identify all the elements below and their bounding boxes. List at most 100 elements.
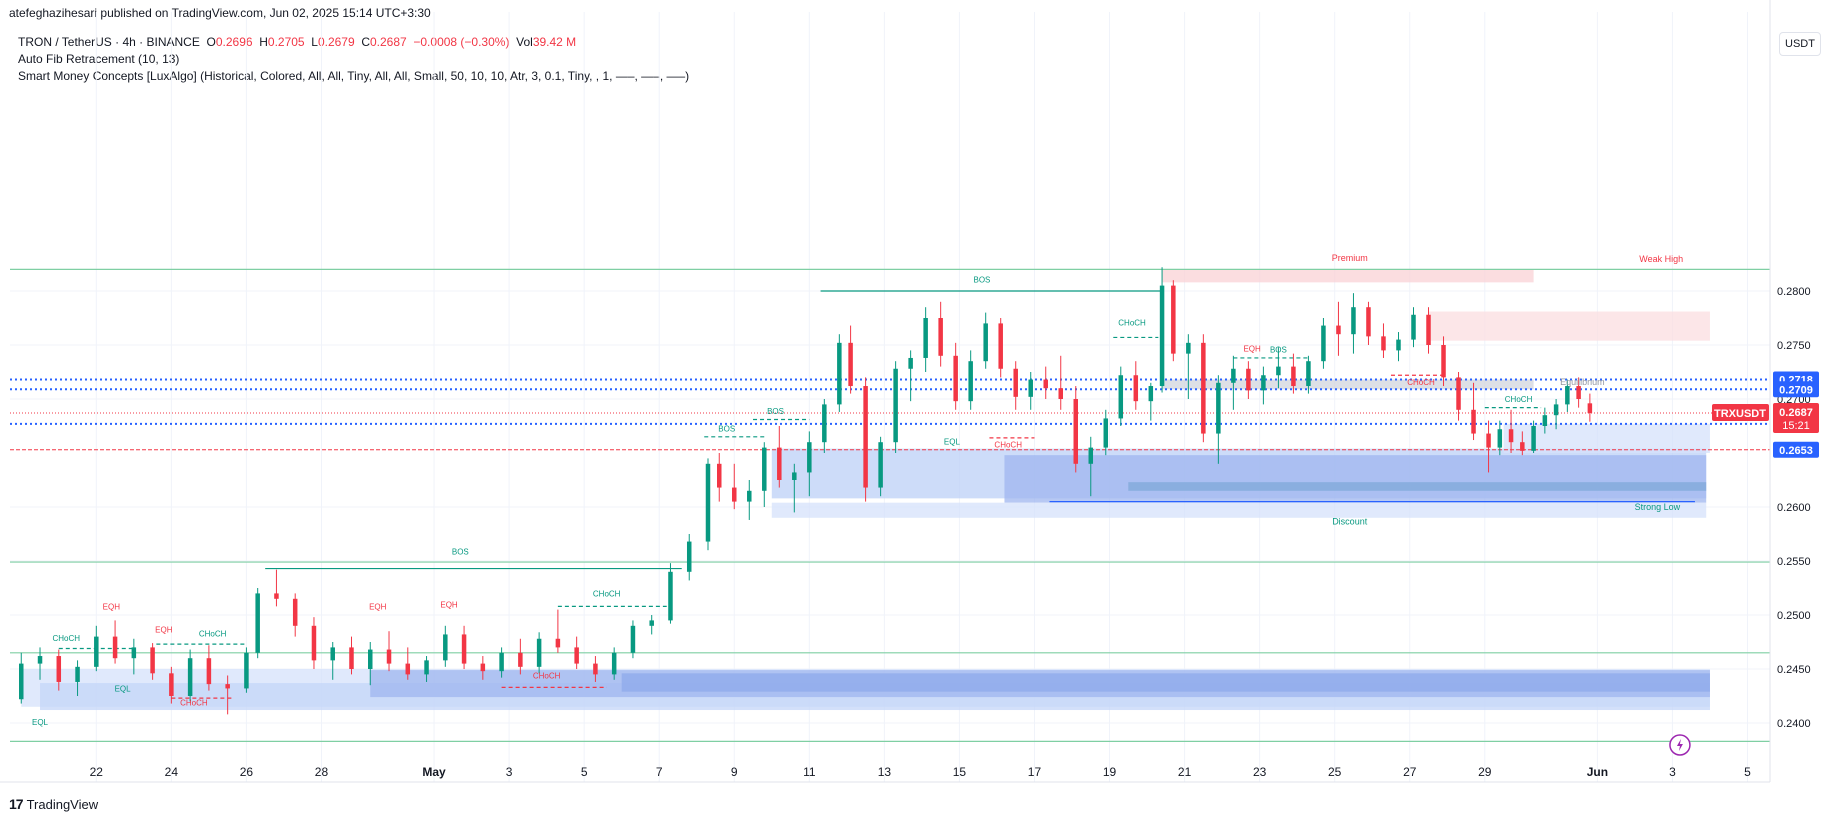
candle-body [593, 663, 598, 675]
candle-body [405, 663, 411, 675]
candle-body [386, 649, 392, 664]
open-label: O [206, 35, 216, 49]
indicator-fib[interactable]: Auto Fib Retracement (10, 13) [18, 52, 180, 66]
close-value: 0.2687 [370, 35, 407, 49]
symbol-label[interactable]: TRON / TetherUS · 4h · BINANCE [18, 35, 200, 49]
time-tick-label: May [422, 765, 446, 779]
price-tick-label: 0.2400 [1777, 718, 1811, 730]
time-tick-label: 23 [1253, 765, 1267, 779]
time-tick-label: 5 [581, 765, 588, 779]
candle-body [1291, 366, 1296, 387]
candle-body [311, 625, 317, 661]
candle-body [424, 660, 429, 675]
candle-body [953, 355, 958, 402]
smc-label: BOS [718, 424, 735, 433]
price-tick-label: 0.2600 [1777, 502, 1811, 514]
candle-body [330, 647, 335, 661]
candle-body [37, 656, 43, 664]
current-price-text: 0.2687 [1779, 407, 1813, 419]
candle-body [1276, 366, 1281, 376]
price-label-box [1773, 441, 1819, 458]
candle-body [848, 342, 853, 387]
candle-body [1396, 339, 1401, 351]
indicator-smc[interactable]: Smart Money Concepts [LuxAlgo] (Historic… [18, 69, 690, 83]
candle-body [1148, 386, 1154, 402]
time-tick-label: 29 [1478, 765, 1492, 779]
candle-body [131, 647, 137, 659]
smc-zone [1162, 269, 1534, 283]
candle-body [1471, 409, 1476, 434]
candle-body [1013, 368, 1018, 397]
smc-label: EQH [1243, 344, 1261, 353]
candle-body [1201, 342, 1206, 434]
time-tick-label: Jun [1587, 765, 1608, 779]
quote-currency-button[interactable]: USDT [1779, 32, 1821, 56]
smc-label: BOS [767, 407, 784, 416]
high-label: H [259, 35, 268, 49]
open-value: 0.2696 [215, 35, 253, 49]
candle-body [480, 663, 486, 672]
candle-body [1456, 377, 1461, 410]
candle-body [518, 652, 523, 667]
candle-body [705, 463, 711, 542]
chart-legend: TRON / TetherUS · 4h · BINANCE O0.2696 H… [18, 34, 689, 85]
candle-body [1088, 447, 1094, 464]
candle-body [1486, 433, 1491, 448]
candle-body [255, 593, 260, 653]
volume-label: Vol [516, 35, 533, 49]
smc-label: Strong Low [1635, 502, 1681, 512]
candle-body [822, 404, 827, 443]
candle-body [732, 487, 737, 502]
low-value: 0.2679 [317, 35, 355, 49]
smc-label: CHoCH [180, 699, 208, 708]
candle-body [274, 593, 279, 599]
candle-body [1028, 379, 1033, 397]
candle-body [668, 571, 673, 621]
candle-body [150, 647, 155, 674]
candle-body [1073, 399, 1079, 464]
candle-body [56, 656, 62, 682]
candle-body [555, 638, 561, 648]
candle-body [611, 652, 617, 675]
candle-body [938, 318, 943, 356]
smc-label: CHoCH [533, 672, 561, 681]
smc-label: BOS [973, 275, 990, 284]
candle-body [1133, 375, 1139, 402]
smc-zone [1128, 482, 1707, 491]
publisher-info: atefeghazihesari published on TradingVie… [9, 6, 431, 20]
candle-body [1553, 404, 1559, 416]
time-tick-label: 3 [1669, 765, 1676, 779]
candle-body [1261, 375, 1266, 391]
time-tick-label: 25 [1328, 765, 1342, 779]
candle-body [1043, 379, 1048, 389]
lightning-bolt-icon [1676, 739, 1683, 751]
time-tick-label: 15 [953, 765, 967, 779]
candle-body [792, 472, 797, 480]
candle-body [1587, 403, 1593, 414]
candle-body [1542, 415, 1548, 426]
price-tick-label: 0.2750 [1777, 340, 1811, 352]
candle-body [983, 323, 988, 362]
candle-body [19, 663, 24, 700]
smc-label: BOS [452, 548, 469, 557]
candle-body [923, 318, 928, 358]
time-tick-label: 19 [1103, 765, 1117, 779]
smc-label: Equilibrium [1560, 377, 1605, 387]
smc-label: CHoCH [593, 590, 621, 599]
candle-body [94, 636, 99, 667]
candle-body [499, 652, 504, 672]
smc-zone [1428, 311, 1710, 341]
candle-body [1103, 418, 1109, 448]
time-tick-label: 11 [803, 765, 816, 779]
candle-body [1381, 336, 1386, 351]
candle-body [169, 673, 174, 696]
candle-body [893, 368, 898, 443]
candle-body [1520, 442, 1525, 451]
price-tick-label: 0.2500 [1777, 610, 1811, 622]
tradingview-brand[interactable]: 17 TradingView [9, 796, 98, 812]
price-label-text: 0.2709 [1779, 384, 1813, 396]
candle-body [649, 620, 654, 626]
smc-label: EQL [32, 718, 49, 727]
low-label: L [311, 35, 318, 49]
